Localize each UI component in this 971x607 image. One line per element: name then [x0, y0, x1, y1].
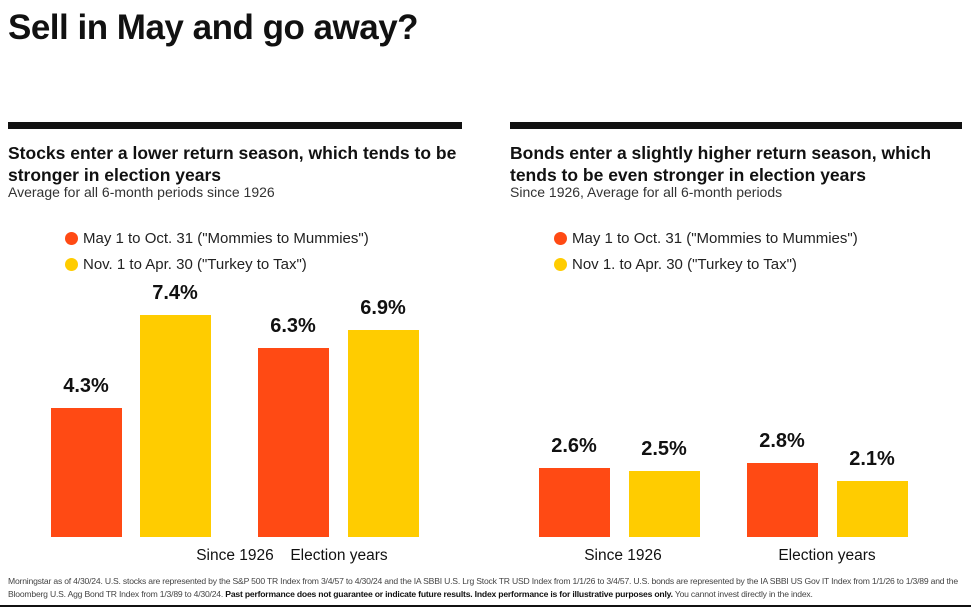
red-dot-icon	[554, 231, 567, 245]
footnote-disclaimer: Past performance does not guarantee or i…	[225, 589, 673, 599]
bar	[51, 408, 122, 537]
legend-item: May 1 to Oct. 31 ("Mommies to Mummies")	[554, 225, 858, 251]
bar	[539, 468, 610, 537]
page-title: Sell in May and go away?	[8, 8, 419, 47]
data-label: 4.3%	[63, 375, 109, 397]
yellow-dot-icon	[65, 257, 78, 271]
legend-item: May 1 to Oct. 31 ("Mommies to Mummies")	[65, 225, 369, 251]
divider-right	[510, 122, 962, 129]
bar	[258, 348, 329, 537]
category-label: Since 1926	[584, 547, 662, 564]
footnote-text: Morningstar as of 4/30/24. U.S. stocks a…	[8, 576, 958, 599]
divider-left	[8, 122, 462, 129]
bar	[837, 481, 908, 537]
stocks-title: Stocks enter a lower return season, whic…	[8, 143, 457, 185]
footnote: Morningstar as of 4/30/24. U.S. stocks a…	[8, 575, 963, 601]
bar	[747, 462, 818, 537]
data-label: 2.8%	[759, 429, 805, 452]
footnote-tail: You cannot invest directly in the index.	[674, 589, 813, 599]
legend-label: May 1 to Oct. 31 ("Mommies to Mummies")	[83, 229, 369, 247]
bar	[140, 315, 211, 537]
data-label: 6.3%	[270, 315, 316, 337]
legend-label: Nov. 1 to Apr. 30 ("Turkey to Tax")	[83, 255, 307, 273]
bonds-legend: May 1 to Oct. 31 ("Mommies to Mummies") …	[554, 225, 858, 277]
legend-item: Nov 1. to Apr. 30 ("Turkey to Tax")	[554, 251, 858, 277]
data-label: 6.9%	[360, 297, 406, 319]
yellow-dot-icon	[554, 257, 567, 271]
legend-label: Nov 1. to Apr. 30 ("Turkey to Tax")	[572, 255, 797, 273]
data-label: 7.4%	[152, 282, 198, 304]
stocks-legend: May 1 to Oct. 31 ("Mommies to Mummies") …	[65, 225, 369, 277]
legend-item: Nov. 1 to Apr. 30 ("Turkey to Tax")	[65, 251, 369, 277]
category-label: Election years	[290, 547, 388, 564]
category-label: Since 1926	[196, 547, 274, 564]
bonds-title: Bonds enter a slightly higher return sea…	[510, 143, 932, 185]
bar	[629, 470, 700, 537]
category-label: Election years	[778, 547, 876, 564]
bonds-subtitle: Since 1926, Average for all 6-month peri…	[510, 184, 783, 200]
data-label: 2.5%	[641, 437, 687, 460]
bar	[348, 330, 419, 537]
data-label: 2.6%	[551, 435, 597, 458]
red-dot-icon	[65, 231, 78, 245]
data-label: 2.1%	[849, 448, 895, 471]
legend-label: May 1 to Oct. 31 ("Mommies to Mummies")	[572, 229, 858, 247]
stocks-subtitle: Average for all 6-month periods since 19…	[8, 184, 275, 200]
bottom-border	[0, 605, 971, 607]
